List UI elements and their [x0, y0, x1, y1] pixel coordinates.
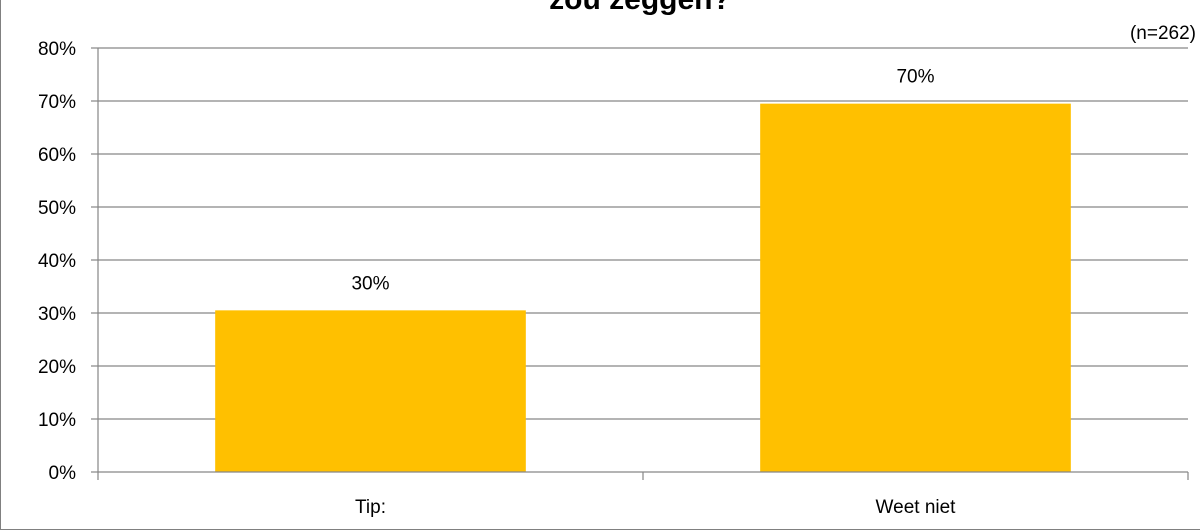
- y-tick-label: 60%: [38, 145, 76, 166]
- y-tick-label: 70%: [38, 92, 76, 113]
- y-tick-label: 80%: [38, 39, 76, 60]
- x-tick-label: Weet niet: [876, 497, 957, 518]
- y-axis: 0% 10% 20% 30% 40% 50% 60% 70% 80%: [38, 39, 99, 484]
- bar-1: [215, 310, 526, 472]
- bar-2: [760, 103, 1071, 473]
- data-label: 30%: [351, 273, 389, 294]
- y-tick-label: 30%: [38, 304, 76, 325]
- y-tick-label: 10%: [38, 410, 76, 431]
- y-tick-label: 20%: [38, 357, 76, 378]
- x-axis: Tip: Weet niet: [97, 471, 1189, 518]
- x-tick-label: Tip:: [355, 497, 386, 518]
- y-tick-label: 40%: [38, 251, 76, 272]
- sample-size-note: (n=262): [1130, 23, 1196, 44]
- y-tick-label: 0%: [49, 463, 77, 484]
- bars: 30% 70%: [215, 67, 1071, 473]
- data-label: 70%: [896, 67, 934, 88]
- y-tick-label: 50%: [38, 198, 76, 219]
- chart-title: zou zeggen?: [549, 0, 731, 16]
